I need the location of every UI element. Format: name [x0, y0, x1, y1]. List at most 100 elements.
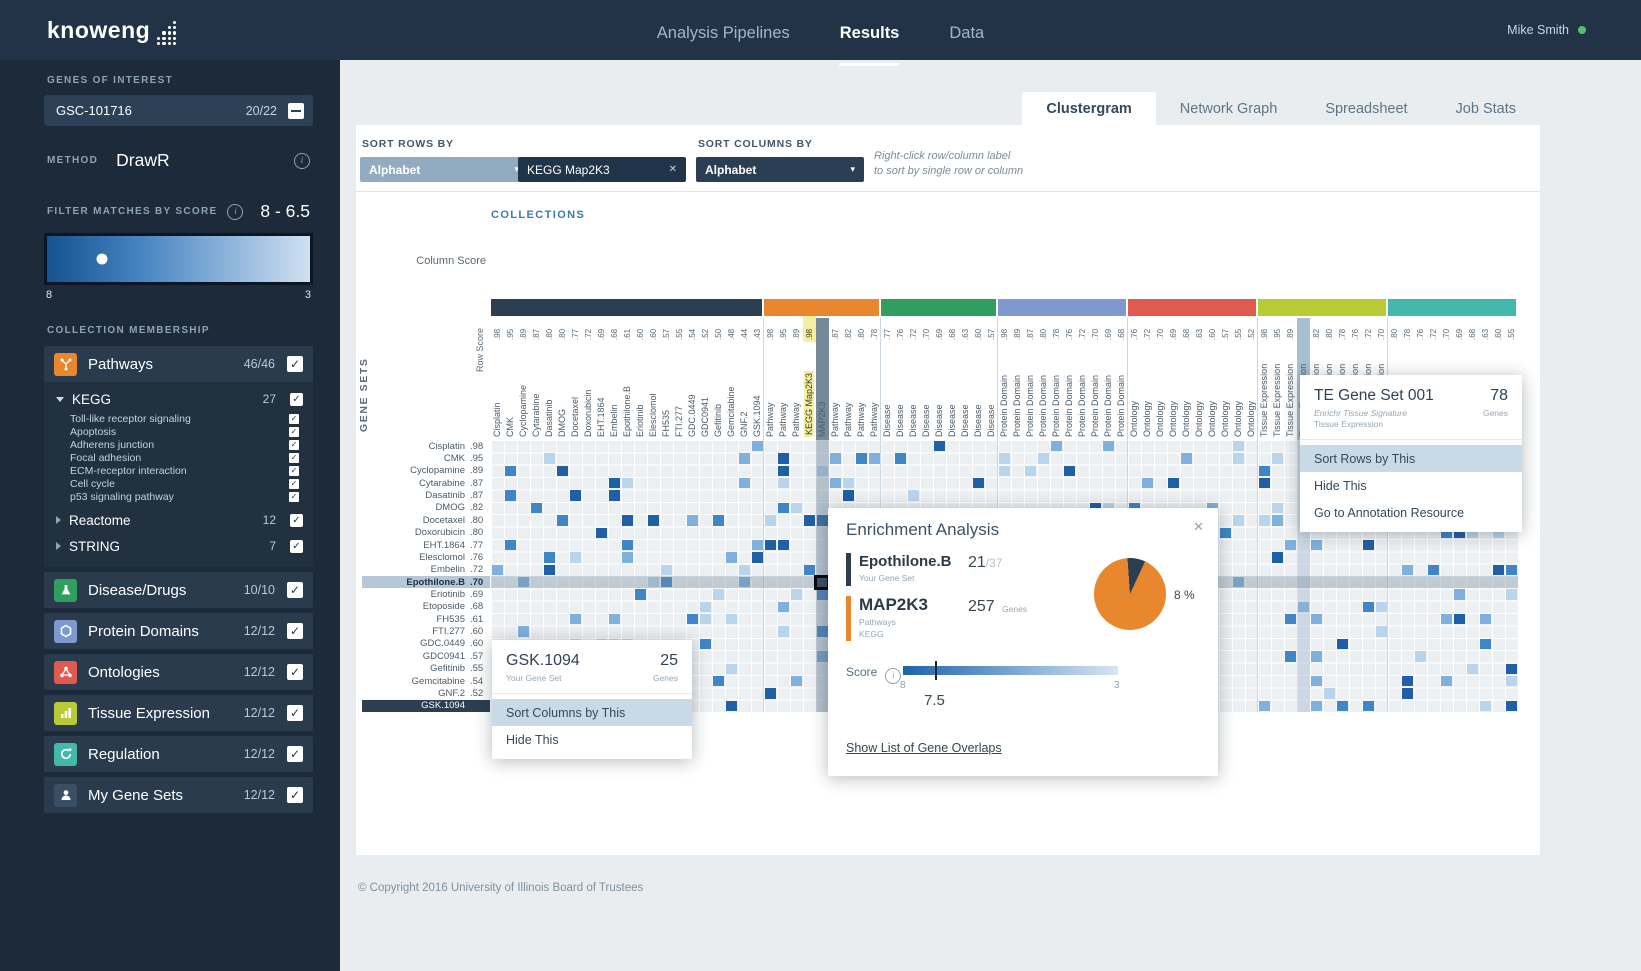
heatmap-cell[interactable] [687, 614, 698, 625]
heatmap-cell[interactable] [804, 564, 815, 575]
collection-row-pathways[interactable]: Pathways 46/46 ✓ [44, 346, 313, 382]
heatmap-cell[interactable] [1051, 441, 1062, 452]
checkbox[interactable]: ✓ [289, 466, 299, 476]
row-label-GSK-1094[interactable]: GSK.1094 [362, 699, 490, 712]
heatmap-cell[interactable] [765, 539, 776, 551]
heatmap-cell[interactable] [1259, 478, 1270, 489]
heatmap-cell[interactable] [1324, 688, 1335, 699]
checkbox[interactable]: ✓ [287, 356, 303, 372]
column-label-Protein-Domain[interactable]: Protein Domain [1025, 374, 1035, 437]
heatmap-cell[interactable] [1363, 539, 1374, 551]
column-label-Cyclopamine[interactable]: Cyclopamine [518, 384, 528, 437]
column-label-Ontology[interactable]: Ontology [1233, 400, 1243, 437]
heatmap-cell[interactable] [765, 515, 776, 526]
row-label-FH535[interactable]: FH535.61 [436, 613, 484, 625]
heatmap-cell[interactable] [1480, 700, 1491, 711]
collection-row-tissue-expression[interactable]: Tissue Expression 12/12 ✓ [44, 695, 313, 732]
heatmap-cell[interactable] [1285, 614, 1296, 625]
heatmap-cell[interactable] [1376, 601, 1387, 613]
heatmap-cell[interactable] [1038, 453, 1049, 464]
gene-set-card[interactable]: GSC-101716 20/22 [44, 95, 313, 126]
column-label-Cisplatin[interactable]: Cisplatin [492, 402, 502, 437]
checkbox[interactable]: ✓ [289, 440, 299, 451]
heatmap-cell[interactable] [999, 465, 1010, 477]
checkbox[interactable]: ✓ [289, 427, 299, 438]
column-label-Protein-Domain[interactable]: Protein Domain [1103, 374, 1113, 437]
heatmap-cell[interactable] [1311, 675, 1322, 687]
heatmap-cell[interactable] [856, 453, 867, 464]
row-label-Gemcitabine[interactable]: Gemcitabine .54 [411, 675, 484, 687]
column-label-Pathway[interactable]: Pathway [843, 402, 853, 437]
heatmap-cell[interactable] [1259, 700, 1270, 711]
column-label-Ontology[interactable]: Ontology [1220, 400, 1230, 437]
row-label-Docetaxel[interactable]: Docetaxel .80 [422, 514, 484, 526]
heatmap-cell[interactable] [492, 564, 503, 575]
checkbox[interactable]: ✓ [287, 623, 303, 640]
heatmap-cell[interactable] [1415, 651, 1426, 662]
checkbox[interactable]: ✓ [290, 539, 303, 553]
row-label-Doxorubicin[interactable]: Doxorubicin .80 [414, 527, 484, 539]
heatmap-cell[interactable] [1506, 564, 1517, 575]
column-label-Ontology[interactable]: Ontology [1246, 400, 1256, 437]
column-label-Dasatinib[interactable]: Dasatinib [544, 399, 554, 437]
heatmap-cell[interactable] [817, 515, 828, 526]
info-icon[interactable]: i [294, 152, 310, 169]
checkbox[interactable]: ✓ [287, 705, 303, 722]
row-label-Cisplatin[interactable]: Cisplatin .98 [428, 440, 484, 452]
column-label-Epothilone-B[interactable]: Epothilone.B [622, 385, 632, 437]
close-icon[interactable]: ✕ [1193, 519, 1204, 534]
checkbox[interactable]: ✓ [290, 392, 303, 406]
heatmap-cell[interactable] [1285, 651, 1296, 662]
collection-bar-disease-drugs[interactable] [881, 299, 996, 316]
menu-hide-this[interactable]: Hide This [1314, 478, 1367, 493]
column-label-Tissue-Expression[interactable]: Tissue Expression [1259, 363, 1269, 437]
column-label-Pathway[interactable]: Pathway [778, 402, 788, 437]
heatmap-cell[interactable] [830, 478, 841, 489]
heatmap-cell[interactable] [765, 688, 776, 699]
remove-chip-icon[interactable]: ✕ [668, 164, 677, 175]
subcollection-reactome[interactable]: Reactome 12 ✓ [56, 507, 303, 533]
heatmap-cell[interactable] [713, 589, 724, 600]
chevron-right-icon[interactable] [56, 542, 61, 551]
checkbox[interactable]: ✓ [289, 453, 299, 464]
heatmap-cell[interactable] [1311, 614, 1322, 625]
tab-spreadsheet[interactable]: Spreadsheet [1325, 100, 1408, 117]
heatmap-cell[interactable] [622, 539, 633, 551]
heatmap-cell[interactable] [1454, 614, 1465, 625]
column-label-Protein-Domain[interactable]: Protein Domain [999, 374, 1009, 437]
heatmap-cell[interactable] [999, 453, 1010, 464]
column-label-Gefitinib[interactable]: Gefitinib [713, 403, 723, 437]
heatmap-cell[interactable] [1467, 527, 1478, 538]
nav-data[interactable]: Data [949, 23, 985, 42]
heatmap-cell[interactable] [726, 614, 737, 625]
heatmap-cell[interactable] [778, 626, 789, 637]
heatmap-cell[interactable] [661, 577, 672, 588]
collection-bar-tissue-expression[interactable] [1258, 299, 1386, 316]
heatmap-cell[interactable] [1441, 614, 1452, 625]
menu-hide-this[interactable]: Hide This [506, 732, 559, 747]
row-label-Etoposide[interactable]: Etoposide .68 [422, 601, 484, 613]
heatmap-cell[interactable] [544, 564, 555, 575]
row-label-CMK[interactable]: CMK .95 [443, 453, 484, 465]
heatmap-cell[interactable] [1402, 564, 1413, 575]
heatmap-cell[interactable] [778, 539, 789, 551]
heatmap-cell[interactable] [1454, 589, 1465, 600]
heatmap-cell[interactable] [570, 552, 581, 563]
heatmap-cell[interactable] [1402, 688, 1413, 699]
column-label-GDC-0449[interactable]: GDC.0449 [687, 394, 697, 437]
heatmap-cell[interactable] [1337, 638, 1348, 650]
heatmap-cell[interactable] [1129, 502, 1140, 514]
chevron-right-icon[interactable] [56, 516, 61, 525]
heatmap-cell[interactable] [973, 478, 984, 489]
sort-rows-dropdown[interactable]: Alphabet ▾ [360, 157, 528, 182]
heatmap-cell[interactable] [830, 453, 841, 464]
heatmap-cell[interactable] [1168, 478, 1179, 489]
column-label-Docetaxel[interactable]: Docetaxel [570, 396, 580, 437]
heatmap-cell[interactable] [1233, 453, 1244, 464]
heatmap-cell[interactable] [1207, 502, 1218, 514]
heatmap-cell[interactable] [1064, 465, 1075, 477]
heatmap-cell[interactable] [726, 552, 737, 563]
heatmap-cell[interactable] [609, 490, 620, 501]
heatmap-cell[interactable] [817, 465, 828, 477]
heatmap-cell[interactable] [1233, 441, 1244, 452]
